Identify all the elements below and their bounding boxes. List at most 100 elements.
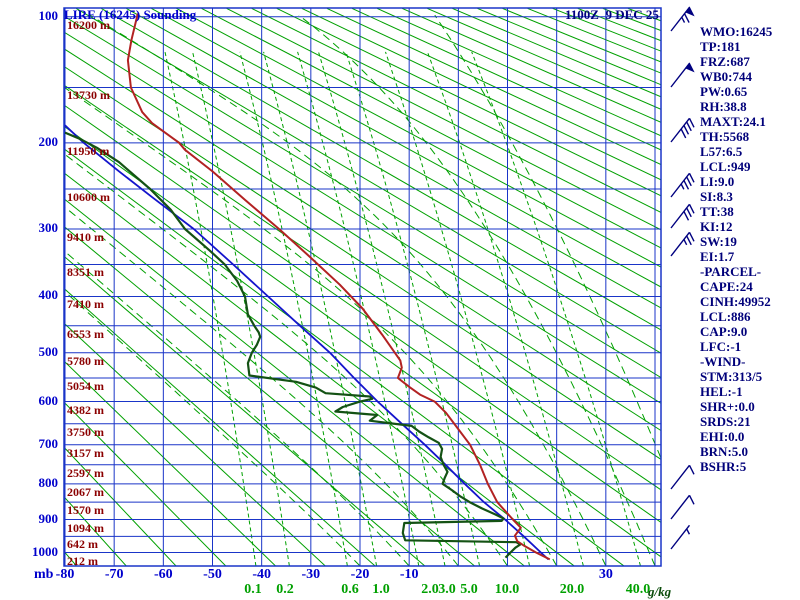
panel-index-line: L57:6.5: [700, 144, 743, 159]
height-label: 7410 m: [67, 297, 104, 312]
moist-adiabat: [434, 14, 661, 460]
dry-adiabat: [64, 125, 661, 558]
mixing-ratio-label: 2.0: [421, 582, 439, 597]
height-label: 16200 m: [67, 17, 110, 32]
wind-barb: [670, 6, 695, 32]
chart-border: [63, 7, 662, 567]
mixing-ratio-label: 1.0: [372, 582, 390, 597]
wind-barb: [670, 231, 695, 257]
height-label: 4382 m: [67, 402, 104, 417]
panel-index-line: PW:0.65: [700, 84, 748, 99]
panel-index-line: RH:38.8: [700, 99, 747, 114]
dry-adiabat: [64, 104, 661, 523]
panel-index-line: WB0:744: [700, 69, 752, 84]
panel-index-line: SI:8.3: [700, 189, 733, 204]
height-label: 212 m: [67, 553, 98, 568]
dewpoint-curve: [64, 131, 522, 559]
mixing-ratio-label: 20.0: [559, 582, 585, 597]
dry-adiabat: [75, 8, 661, 354]
dry-adiabat: [151, 8, 661, 288]
dry-adiabat: [64, 31, 661, 404]
dry-adiabat: [402, 8, 661, 123]
panel-index-line: TP:181: [700, 39, 741, 54]
dry-adiabat: [251, 8, 661, 213]
wind-barb: [670, 464, 695, 490]
moist-adiabat: [64, 86, 558, 566]
wind-barbs: [670, 6, 695, 550]
temperature-axis-label: -30: [301, 567, 321, 582]
dry-adiabat: [427, 8, 661, 110]
pressure-label: 500: [38, 343, 59, 359]
pressure-label: 1000: [32, 543, 58, 559]
panel-index-line: LCL:949: [700, 159, 751, 174]
panel-index-line: WMO:16245: [700, 24, 773, 39]
mixing-ratio-label: 0.1: [244, 582, 262, 597]
mixing-ratio-line: [385, 51, 531, 566]
mixing-ratio-line: [164, 51, 257, 566]
moist-adiabat: [89, 14, 607, 566]
mixing-ratio-line: [318, 51, 446, 566]
mixing-ratio-line: [427, 51, 584, 566]
panel-index-line: CAPE:24: [700, 279, 753, 294]
temperature-axis-label: -80: [55, 567, 75, 582]
mixing-ratio-line: [471, 51, 641, 566]
dry-adiabat: [64, 225, 475, 566]
temperature-axis-label: -70: [104, 567, 124, 582]
wind-barb: [670, 494, 695, 520]
panel-index-line: BRN:5.0: [700, 444, 749, 459]
height-label: 8351 m: [67, 265, 104, 280]
panel-index-line: FRZ:687: [700, 54, 750, 69]
mixing-ratio-line: [239, 51, 348, 566]
height-label: 1094 m: [67, 520, 104, 535]
mixing-ratio-label: 3.0: [438, 582, 456, 597]
temperature-axis-label: -50: [203, 567, 222, 582]
height-label: 10600 m: [67, 190, 110, 205]
moist-adiabat: [298, 14, 656, 566]
mixing-ratio-label: 40.0: [625, 582, 651, 597]
dry-adiabat: [64, 15, 661, 379]
dry-adiabat: [376, 8, 661, 137]
panel-index-line: SHR+:0.0: [700, 399, 755, 414]
panel-index-line: LFC:-1: [700, 339, 742, 354]
panel-index-line: KI:12: [700, 219, 733, 234]
pressure-label: 700: [38, 435, 59, 451]
pressure-label: 100: [38, 7, 59, 23]
height-label: 5054 m: [67, 378, 104, 393]
plot-area: [64, 8, 661, 566]
pressure-unit-label: mb: [34, 567, 54, 582]
panel-index-line: MAXT:24.1: [700, 114, 766, 129]
panel-index-line: -PARCEL-: [700, 264, 762, 279]
wind-barb: [670, 172, 695, 198]
mixing-ratio-label: 0.2: [276, 582, 294, 597]
temperature-axis-label: -20: [350, 567, 370, 582]
panel-index-line: SRDS:21: [700, 414, 751, 429]
temperature-curve: [126, 13, 551, 561]
mixing-ratio-line: [345, 51, 481, 566]
height-label: 3750 m: [67, 424, 104, 439]
panel-index-line: BSHR:5: [700, 459, 747, 474]
dry-adiabat: [301, 8, 661, 181]
temperature-axis-label: -10: [399, 567, 419, 582]
height-label: 5780 m: [67, 353, 104, 368]
dry-adiabat: [126, 8, 661, 309]
height-label: 1570 m: [67, 503, 104, 518]
panel-index-line: EHI:0.0: [700, 429, 745, 444]
height-label: 11950 m: [67, 143, 110, 158]
panel-index-line: EI:1.7: [700, 249, 735, 264]
wind-barb: [670, 117, 695, 143]
moist-adiabat: [64, 205, 459, 566]
wind-barb: [670, 203, 695, 229]
pressure-label: 200: [38, 133, 59, 149]
pressure-label: 900: [38, 510, 59, 526]
mixing-ratio-unit-label: g/kg: [648, 584, 672, 599]
panel-index-line: TH:5568: [700, 129, 750, 144]
pressure-label: 800: [38, 474, 59, 490]
height-label: 2597 m: [67, 465, 104, 480]
dry-adiabat: [64, 322, 326, 566]
dry-adiabat: [64, 48, 661, 432]
height-label: 642 m: [67, 537, 98, 552]
height-label: 6553 m: [67, 326, 104, 341]
indices-panel: WMO:16245 TP:181 FRZ:687 WB0:744 PW:0.65 RH:3…: [700, 24, 772, 474]
